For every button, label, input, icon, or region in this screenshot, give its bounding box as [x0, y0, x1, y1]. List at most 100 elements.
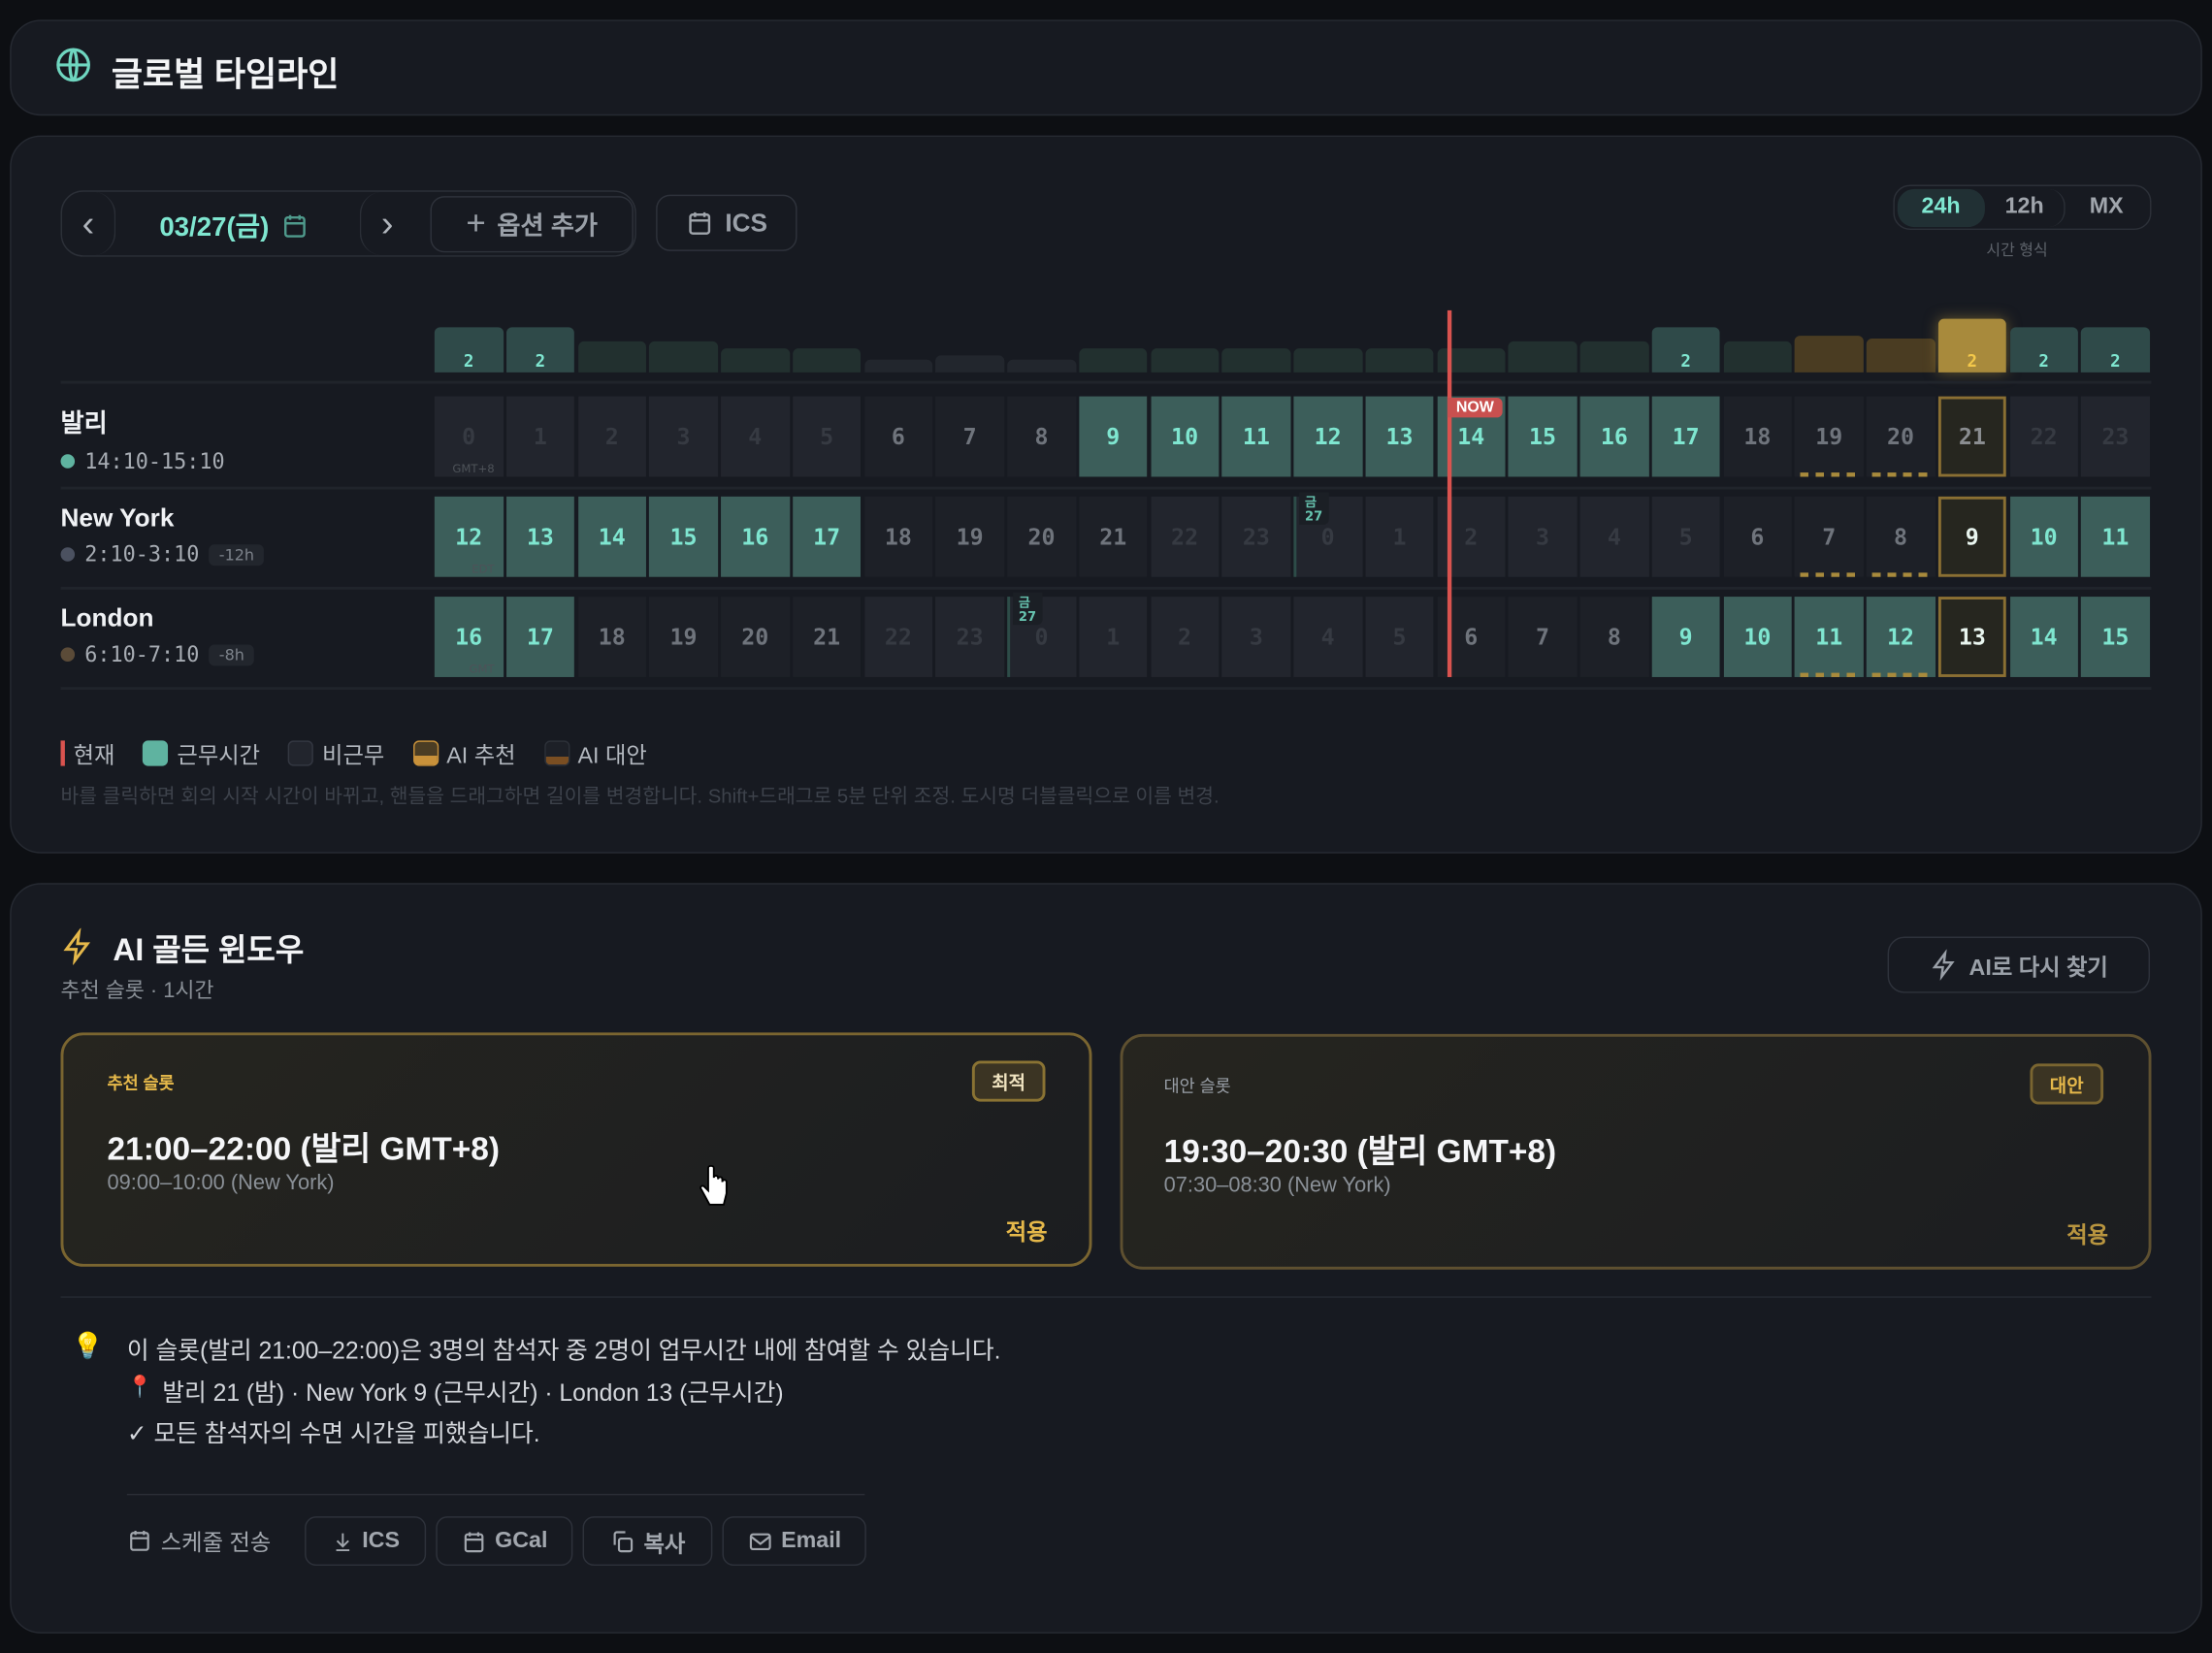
hour-cell[interactable]: 8 [1866, 496, 1936, 577]
format-12h[interactable]: 12h [1984, 188, 2066, 227]
ics-download-button[interactable]: ICS [305, 1516, 427, 1567]
heat-bar[interactable]: 2 [2009, 327, 2078, 373]
prev-day-button[interactable]: ‹ [62, 191, 116, 256]
hour-cell[interactable]: 5 [1365, 597, 1434, 677]
hour-cell[interactable]: 23 [1221, 496, 1291, 577]
hour-cell[interactable]: 3 [1221, 597, 1291, 677]
heat-bar[interactable]: 2 [2081, 327, 2150, 373]
hour-cell[interactable]: 20 [1007, 496, 1076, 577]
alternative-slot-card[interactable]: 대안 슬롯 대안 19:30–20:30 (발리 GMT+8) 07:30–08… [1120, 1033, 2152, 1270]
hour-cell[interactable]: 3 [649, 396, 718, 477]
hour-cell[interactable]: 17 [1651, 396, 1720, 477]
hour-cell[interactable]: 10 [1150, 396, 1220, 477]
hour-cell[interactable]: 3 [1508, 496, 1578, 577]
hour-cell[interactable]: 19 [649, 597, 718, 677]
hour-cell[interactable]: 9 [1079, 396, 1148, 477]
hour-cell[interactable]: 22 [863, 597, 933, 677]
apply-button[interactable]: 적용 [1005, 1221, 1048, 1246]
copy-button[interactable]: 복사 [582, 1516, 713, 1567]
recommended-slot-card[interactable]: 추천 슬롯 최적 21:00–22:00 (발리 GMT+8) 09:00–10… [60, 1032, 1092, 1267]
heat-bar[interactable] [721, 348, 790, 373]
hour-cell[interactable]: 12 [1293, 396, 1362, 477]
hour-cell[interactable]: 8 [1579, 597, 1649, 677]
hour-cell[interactable]: 8 [1007, 396, 1076, 477]
hour-cell[interactable]: 7 [935, 396, 1004, 477]
hour-cell[interactable]: 11 [1794, 597, 1864, 677]
heat-bar[interactable] [1866, 338, 1936, 373]
hour-cell[interactable]: 9 [1651, 597, 1720, 677]
hour-cell[interactable]: 11 [1221, 396, 1291, 477]
hour-cell[interactable]: 14 [2009, 597, 2078, 677]
hour-cell[interactable]: 19 [935, 496, 1004, 577]
heat-bar[interactable] [792, 348, 862, 373]
hour-cell[interactable]: 4 [1293, 597, 1362, 677]
city-name[interactable]: New York [60, 503, 175, 533]
heat-bar[interactable]: 2 [505, 327, 575, 373]
hour-cell[interactable]: 15 [1508, 396, 1578, 477]
city-row-label[interactable]: London 6:10-7:10 -8h [60, 603, 255, 667]
hour-cell[interactable]: 14 [577, 496, 646, 577]
hour-cell[interactable]: 11 [2081, 496, 2150, 577]
heat-bar[interactable]: 2 [434, 327, 504, 373]
hour-cell[interactable]: 15 [2081, 597, 2150, 677]
heat-bar[interactable] [1221, 348, 1291, 373]
hour-cell[interactable]: 2 [1150, 597, 1220, 677]
city-name[interactable]: 발리 [60, 408, 108, 438]
hour-cell[interactable]: 5 [792, 396, 862, 477]
hour-cell[interactable]: 17 [792, 496, 862, 577]
hour-cell[interactable]: 18 [1723, 396, 1792, 477]
hour-cell[interactable]: 21 [792, 597, 862, 677]
hour-cell[interactable]: 1 [1365, 496, 1434, 577]
heat-bar[interactable]: 2 [1651, 327, 1720, 373]
hour-cell[interactable]: 20 [1866, 396, 1936, 477]
add-option-button[interactable]: + 옵션 추가 [430, 196, 634, 253]
hour-cell[interactable]: 7 [1508, 597, 1578, 677]
hour-cell[interactable]: 21 [1937, 396, 2007, 477]
heat-bar[interactable] [1508, 340, 1578, 373]
hour-cell[interactable]: 22 [2009, 396, 2078, 477]
hour-cell[interactable]: 18 [863, 496, 933, 577]
heat-bar[interactable] [1365, 348, 1434, 373]
hour-cell[interactable]: 17 [505, 597, 575, 677]
heat-bar[interactable] [1723, 340, 1792, 373]
hour-cell[interactable]: 18 [577, 597, 646, 677]
hour-cell[interactable]: 23 [935, 597, 1004, 677]
heat-bar[interactable]: 2 [1937, 318, 2007, 373]
hour-cell[interactable]: 9 [1937, 496, 2007, 577]
hour-cell[interactable]: 6 [1723, 496, 1792, 577]
next-day-button[interactable]: › [359, 191, 413, 256]
hour-cell[interactable]: 20 [721, 597, 790, 677]
hour-cell[interactable]: 12 EDT [434, 496, 504, 577]
hour-cell[interactable]: 1 [505, 396, 575, 477]
hour-cell[interactable]: 10 [1723, 597, 1792, 677]
apply-button[interactable]: 적용 [2066, 1224, 2109, 1248]
heat-bar[interactable] [1794, 336, 1864, 373]
heat-bar[interactable] [1150, 348, 1220, 373]
hour-cell[interactable]: 10 [2009, 496, 2078, 577]
ai-retry-button[interactable]: AI로 다시 찾기 [1887, 936, 2151, 993]
hour-cell[interactable]: 2 [577, 396, 646, 477]
hour-cell[interactable]: 7 [1794, 496, 1864, 577]
heat-bar[interactable] [1293, 348, 1362, 373]
hour-cell[interactable]: 13 [1937, 597, 2007, 677]
hour-cell[interactable]: 21 [1079, 496, 1148, 577]
gcal-button[interactable]: GCal [436, 1516, 573, 1567]
date-picker[interactable]: 03/27(금) [159, 206, 309, 243]
hour-cell[interactable]: 13 [505, 496, 575, 577]
city-name[interactable]: London [60, 603, 154, 632]
heat-bar[interactable] [863, 359, 933, 373]
hour-cell[interactable]: 16 [721, 496, 790, 577]
hour-cell[interactable]: 4 [1579, 496, 1649, 577]
heat-bar[interactable] [1579, 340, 1649, 373]
city-row-label[interactable]: New York 2:10-3:10 -12h [60, 503, 265, 567]
hour-cell[interactable]: 15 [649, 496, 718, 577]
hour-cell[interactable]: 5 [1651, 496, 1720, 577]
format-mx[interactable]: MX [2089, 194, 2124, 219]
email-button[interactable]: Email [722, 1516, 866, 1567]
hour-cell[interactable]: 13 [1365, 396, 1434, 477]
ics-export-button[interactable]: ICS [656, 194, 797, 251]
hour-cell[interactable]: 16 GMT [434, 597, 504, 677]
city-row-label[interactable]: 발리 14:10-15:10 [60, 404, 225, 474]
